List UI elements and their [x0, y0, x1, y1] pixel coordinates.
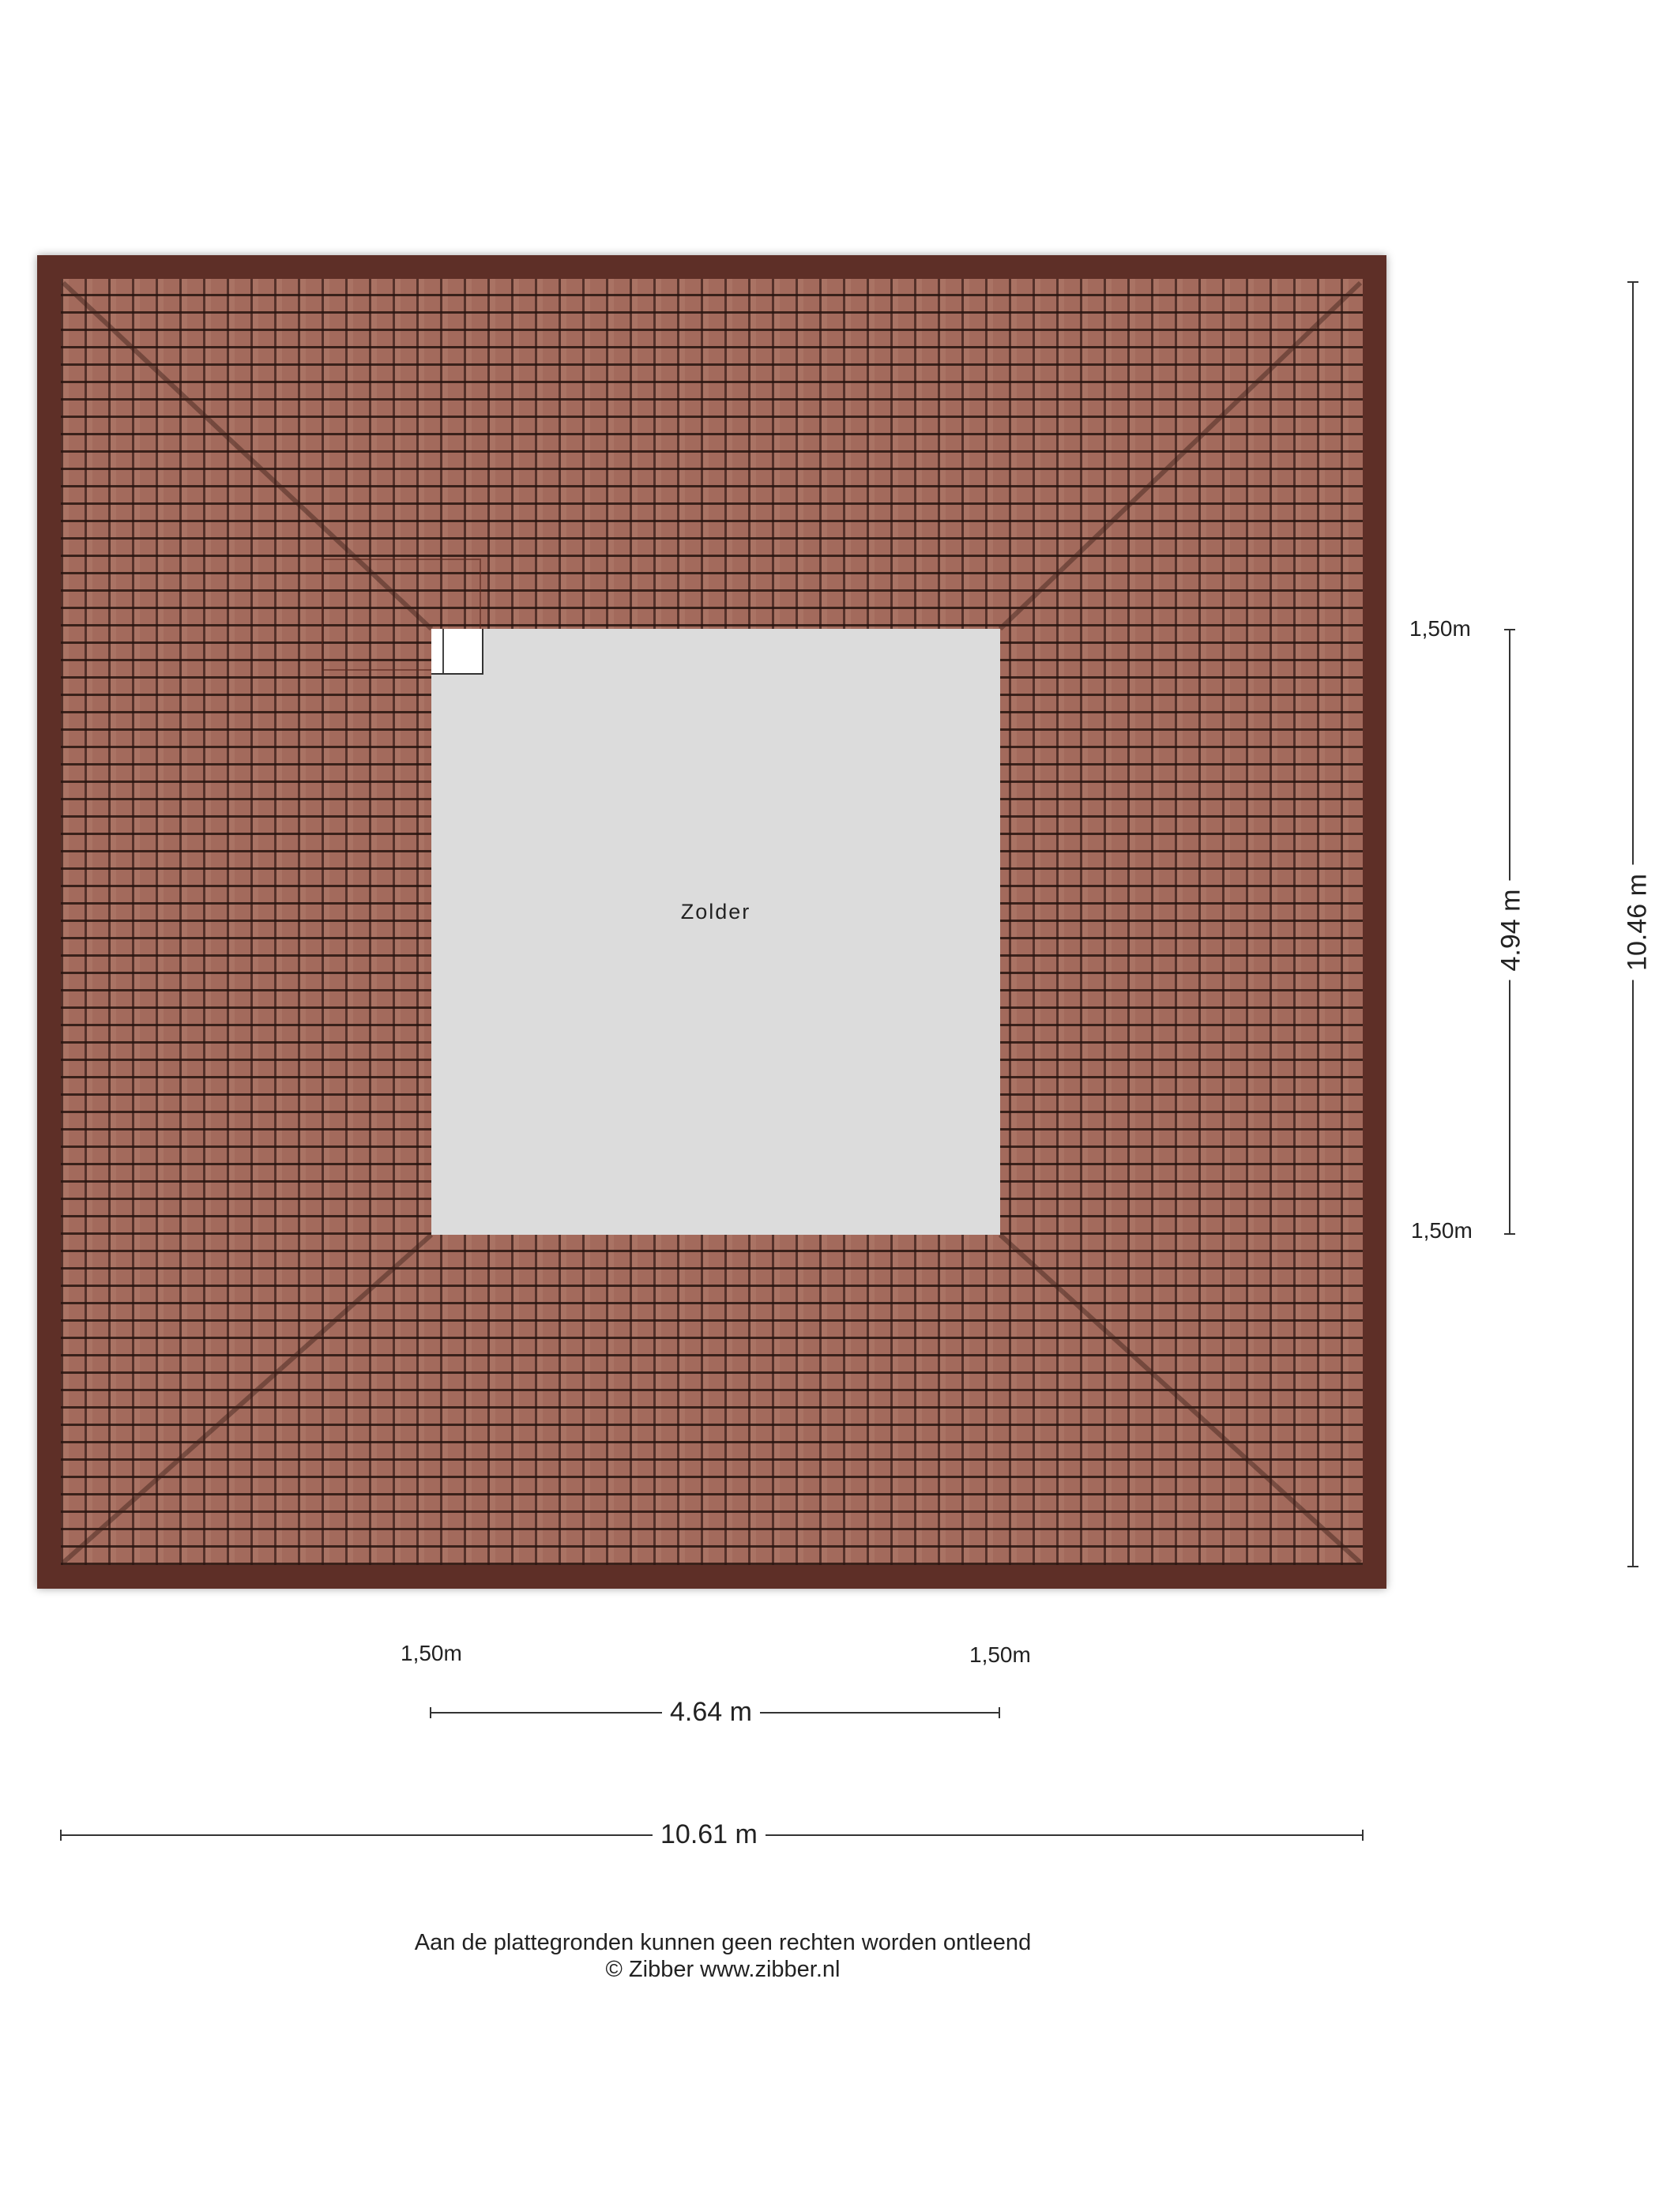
- dim-total-width: 10.61 m: [653, 1819, 766, 1850]
- dim-top-offset: 1,50m: [1409, 616, 1471, 641]
- room-label: Zolder: [680, 900, 751, 924]
- dim-tick: [999, 1707, 1000, 1718]
- dim-tick: [1504, 1233, 1515, 1235]
- footer-copyright: © Zibber www.zibber.nl: [605, 1957, 841, 1982]
- dim-tick: [1627, 281, 1638, 283]
- roof-eave-border: [37, 255, 1386, 1589]
- dim-total-height: 10.46 m: [1622, 864, 1653, 980]
- roof-hatch: [431, 629, 483, 675]
- dim-tick: [430, 1707, 431, 1718]
- dim-tick: [1504, 629, 1515, 630]
- dim-left-offset-bottom: 1,50m: [401, 1641, 462, 1665]
- dim-inner-width: 4.64 m: [662, 1697, 760, 1728]
- dim-bottom-offset-right: 1,50m: [1411, 1218, 1473, 1243]
- dim-inner-height: 4.94 m: [1495, 880, 1527, 980]
- dim-right-offset-bottom: 1,50m: [969, 1642, 1031, 1667]
- footer-disclaimer: Aan de plattegronden kunnen geen rechten…: [414, 1930, 1032, 1955]
- dim-tick: [1627, 1566, 1638, 1567]
- dim-tick: [1362, 1830, 1364, 1841]
- dim-tick: [60, 1830, 62, 1841]
- room-zolder: Zolder: [431, 629, 1000, 1235]
